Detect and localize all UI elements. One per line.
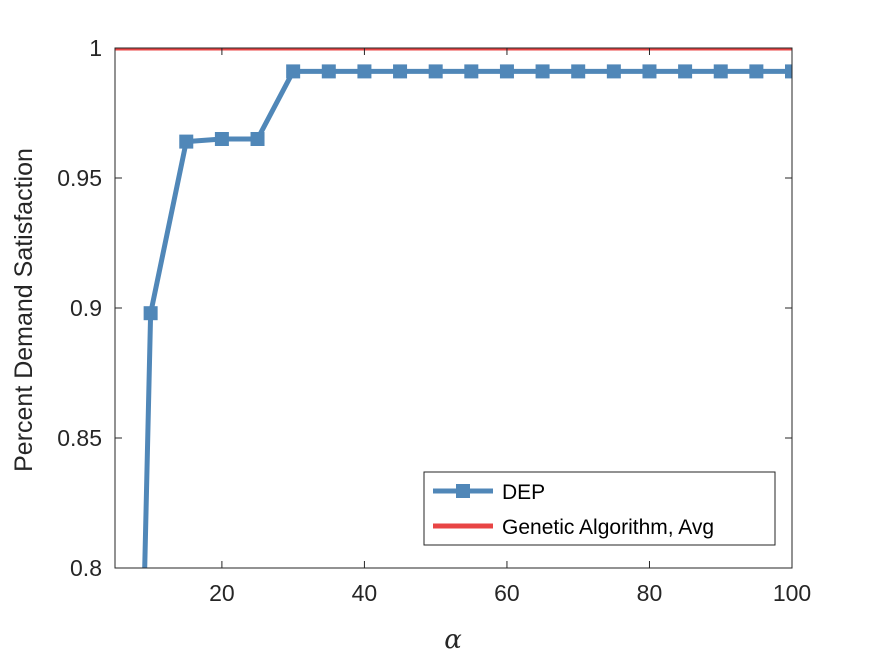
data-point-dep [321,64,336,79]
legend-label-dep: DEP [502,481,545,504]
data-point-dep [713,64,728,79]
y-tick-label: 0.85 [57,425,102,451]
data-point-dep [428,64,443,79]
tick-layer: 20 40 60 80 100 0.8 0.85 0.9 0.95 1 [57,35,811,606]
data-point-dep [143,306,158,321]
data-point-dep [214,132,229,146]
y-axis-label: Percent Demand Satisfaction [10,148,38,472]
data-point-dep [250,132,265,146]
legend-label-genetic-algorithm: Genetic Algorithm, Avg [502,516,714,539]
data-point-dep [678,64,693,79]
data-point-dep [642,64,657,79]
data-point-dep [571,64,586,79]
x-axis-label: α [444,625,462,655]
y-tick-label: 0.9 [70,295,102,321]
x-tick-label: 80 [637,580,663,606]
series-layer [115,48,792,568]
data-point-dep [393,64,408,79]
legend-marker-dep [456,484,470,498]
data-point-dep [785,64,792,79]
data-point-dep [464,64,479,79]
data-point-dep [606,64,621,79]
y-tick-label: 0.95 [57,165,102,191]
data-point-dep [749,64,764,79]
x-tick-label: 100 [773,580,811,606]
y-tick-label: 1 [89,35,102,61]
legend: DEP Genetic Algorithm, Avg [423,471,776,546]
data-point-dep [499,64,514,79]
y-tick-label: 0.8 [70,555,102,581]
x-tick-label: 60 [494,580,520,606]
x-tick-label: 40 [352,580,378,606]
x-tick-label: 20 [209,580,235,606]
legend-box [423,471,776,546]
data-point-dep [286,64,301,79]
data-point-dep [535,64,550,79]
data-point-dep [357,64,372,79]
data-point-dep [179,134,194,149]
